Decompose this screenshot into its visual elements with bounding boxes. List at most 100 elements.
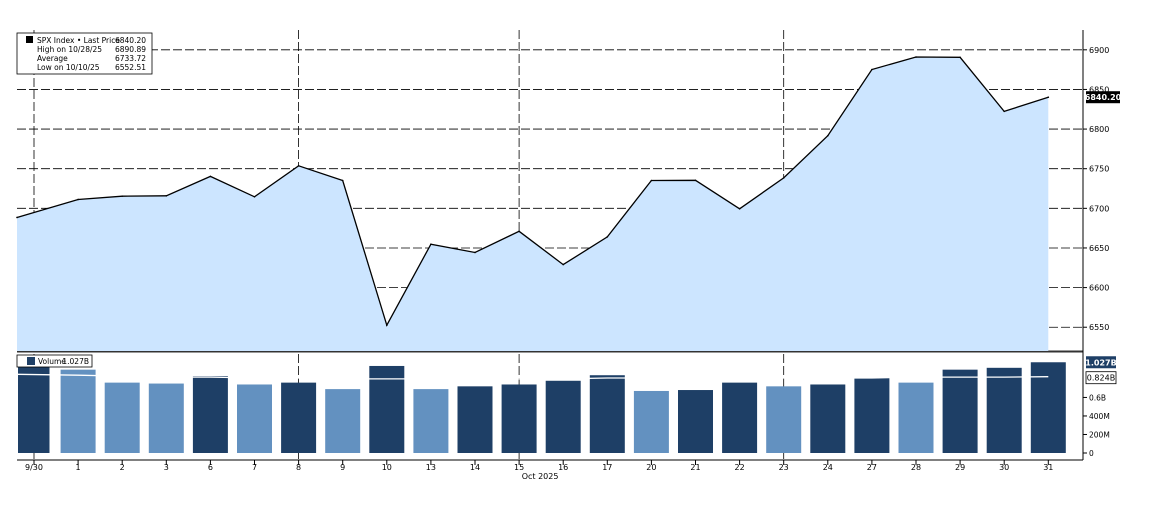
price-point — [430, 243, 432, 246]
volume-tick-label: 400M — [1089, 412, 1110, 421]
volume-bar — [854, 378, 890, 453]
x-tick-label: 28 — [911, 463, 921, 472]
volume-bar — [810, 384, 846, 453]
x-tick-label: 16 — [558, 463, 568, 472]
volume-legend-box — [16, 354, 93, 368]
x-tick-label: 8 — [296, 463, 301, 472]
volume-last-label: 1.027B — [1085, 358, 1116, 367]
x-tick-label: 6 — [208, 463, 213, 472]
volume-bar — [18, 365, 50, 453]
x-tick-label: 13 — [426, 463, 436, 472]
price-tick-label: 6900 — [1089, 46, 1109, 55]
x-tick-label: 24 — [823, 463, 833, 472]
price-tick-label: 6600 — [1089, 284, 1109, 293]
x-tick-label: 1 — [76, 463, 81, 472]
x-tick-label: 3 — [164, 463, 169, 472]
x-tick-label: 30 — [999, 463, 1009, 472]
price-legend-box — [16, 32, 153, 75]
volume-average-tag — [1085, 371, 1117, 385]
volume-bar — [60, 369, 96, 453]
volume-bar — [589, 375, 625, 453]
volume-y-axis: 0 200M 400M 0.6B 1.027B 0.824B — [1083, 356, 1117, 458]
price-point — [165, 195, 168, 197]
volume-bar — [501, 384, 537, 453]
volume-tick-label: 0.6B — [1089, 393, 1106, 402]
x-tick-label: 15 — [514, 463, 524, 472]
x-axis-title: Oct 2025 — [522, 472, 559, 481]
volume-bar — [369, 365, 405, 453]
volume-bar — [148, 383, 184, 453]
price-y-axis: 6550 6600 6650 6700 6750 6800 6850 6900 6840.20 — [1082, 30, 1122, 460]
price-point — [209, 175, 212, 178]
price-line — [16, 56, 1049, 327]
volume-tick-label: 0 — [1089, 449, 1094, 458]
volume-bar — [413, 389, 449, 453]
price-point — [650, 179, 653, 182]
volume-bar — [678, 390, 713, 453]
volume-bar — [104, 382, 140, 453]
price-legend-label: High on 10/28/25 — [37, 45, 102, 54]
x-tick-label: 9/30 — [25, 463, 43, 472]
volume-swatch — [27, 357, 35, 365]
price-point — [1047, 96, 1050, 99]
volume-bars — [16, 362, 1066, 453]
price-tick-label: 6550 — [1089, 323, 1109, 332]
volume-bar — [722, 382, 758, 453]
x-tick-label: 9 — [340, 463, 345, 472]
x-tick-label: 23 — [779, 463, 789, 472]
volume-bar — [986, 367, 1022, 453]
last-price-label: 6840.20 — [1085, 93, 1122, 102]
volume-bar — [766, 386, 802, 453]
x-tick-label: 29 — [955, 463, 965, 472]
price-point — [253, 195, 256, 198]
price-point — [121, 195, 123, 197]
price-point — [694, 179, 697, 182]
x-tick-label: 2 — [120, 463, 125, 472]
date-x-axis: 9/30 1 2 3 6 7 8 9 10 13 14 15 16 17 20 21 22 23 24 27 28 29 3… — [17, 459, 1083, 481]
price-point — [606, 236, 609, 238]
price-area-fill — [17, 57, 1049, 351]
price-legend-value: 6552.51 — [115, 63, 146, 72]
price-area-layer — [16, 56, 1050, 351]
volume-average-label: 0.824B — [1087, 374, 1115, 383]
volume-legend-value: 1.027B — [62, 357, 89, 366]
x-tick-label: 17 — [602, 463, 612, 472]
volume-bar — [633, 390, 669, 453]
last-price-tag — [1086, 91, 1120, 104]
price-point — [782, 177, 785, 179]
price-tick-label: 6750 — [1089, 165, 1109, 174]
price-point — [915, 56, 917, 58]
price-point — [77, 198, 79, 201]
price-legend-label: Average — [37, 54, 68, 63]
volume-bar — [281, 382, 317, 453]
price-point — [386, 324, 388, 327]
price-legend-value: 6840.20 — [115, 36, 146, 45]
x-tick-label: 10 — [382, 463, 392, 472]
volume-bar — [457, 386, 493, 453]
x-tick-label: 31 — [1043, 463, 1053, 472]
price-legend-value: 6890.89 — [115, 45, 146, 54]
price-point — [1003, 110, 1005, 113]
price-point — [297, 164, 300, 167]
price-point — [738, 208, 741, 210]
price-tick-label: 6650 — [1089, 244, 1109, 253]
price-tick-label: 6850 — [1089, 85, 1109, 94]
price-tick-label: 6800 — [1089, 125, 1109, 134]
x-tick-label: 20 — [646, 463, 656, 472]
volume-legend-label: Volume — [38, 357, 66, 366]
price-point — [474, 251, 476, 254]
x-tick-label: 27 — [867, 463, 877, 472]
volume-tick-label: 200M — [1089, 430, 1110, 439]
price-legend-label: Low on 10/10/25 — [37, 63, 100, 72]
price-legend-value: 6733.72 — [115, 54, 146, 63]
price-point — [518, 230, 520, 233]
price-point — [341, 179, 344, 182]
series-swatch — [26, 36, 33, 43]
x-tick-label: 21 — [690, 463, 700, 472]
x-tick-label: 14 — [470, 463, 480, 472]
price-point — [871, 68, 873, 71]
price-point — [827, 134, 829, 137]
price-legend-label: SPX Index • Last Price — [37, 36, 120, 45]
